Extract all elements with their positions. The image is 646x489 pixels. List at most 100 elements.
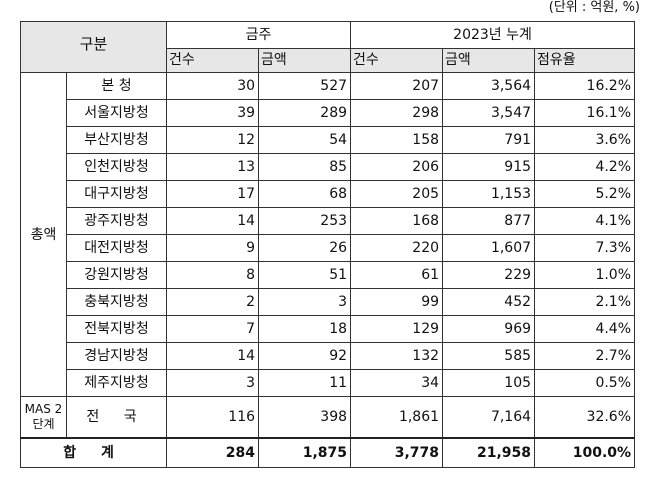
- cell-cum-amount: 585: [442, 342, 536, 370]
- cell-cum-amount: 229: [442, 261, 536, 289]
- cell-share: 4.1%: [534, 207, 636, 235]
- cell-cum-amount: 452: [442, 288, 536, 316]
- cell-week-count: 8: [166, 261, 260, 289]
- mas-cell-cum-amount: 7,164: [442, 396, 536, 439]
- cell-week-amount: 54: [258, 126, 352, 154]
- office-name: 부산지방청: [65, 126, 168, 154]
- cell-cum-count: 205: [350, 180, 444, 208]
- cell-cum-amount: 791: [442, 126, 536, 154]
- cell-share: 2.7%: [534, 342, 636, 370]
- cell-week-count: 39: [166, 99, 260, 127]
- mas-cell-cum-count: 1,861: [350, 396, 444, 439]
- table-row: 총액 본 청 30 527 207 3,564 16.2%: [20, 72, 636, 397]
- mas-cell-week-count: 116: [166, 396, 260, 439]
- table-row: 강원지방청 8 51 61 229 1.0%: [21, 261, 636, 289]
- cell-cum-count: 206: [350, 153, 444, 181]
- table-row: 전북지방청 7 18 129 969 4.4%: [21, 315, 636, 343]
- cell-cum-amount: 3,547: [442, 99, 536, 127]
- cell-cum-count: 61: [350, 261, 444, 289]
- group-label-mas: MAS 2단계: [20, 396, 67, 439]
- cell-week-amount: 253: [258, 207, 352, 235]
- cell-share: 0.5%: [534, 369, 636, 397]
- cell-share: 4.2%: [534, 153, 636, 181]
- cell-cum-count: 34: [350, 369, 444, 397]
- cell-week-count: 2: [166, 288, 260, 316]
- table-row: 광주지방청 14 253 168 877 4.1%: [21, 207, 636, 235]
- cell-cum-count: 168: [350, 207, 444, 235]
- office-name: 서울지방청: [65, 99, 168, 127]
- mas-cell-week-amount: 398: [258, 396, 352, 439]
- total-cell-cum-count: 3,778: [350, 437, 444, 468]
- cell-week-amount: 18: [258, 315, 352, 343]
- office-name: 경남지방청: [65, 342, 168, 370]
- cell-week-amount: 68: [258, 180, 352, 208]
- cell-share: 16.2%: [534, 72, 636, 100]
- cell-cum-amount: 3,564: [442, 72, 536, 100]
- table-row: 제주지방청 3 11 34 105 0.5%: [21, 369, 636, 397]
- cell-cum-count: 158: [350, 126, 444, 154]
- mas-name: 전 국: [65, 396, 168, 439]
- cell-cum-count: 220: [350, 234, 444, 262]
- unit-note: (단위 : 억원, %): [548, 0, 640, 15]
- cell-week-amount: 92: [258, 342, 352, 370]
- table-row: 대구지방청 17 68 205 1,153 5.2%: [21, 180, 636, 208]
- office-name: 본 청: [65, 72, 168, 100]
- cell-share: 16.1%: [534, 99, 636, 127]
- cell-share: 7.3%: [534, 234, 636, 262]
- week-amount-header: 금액: [258, 48, 352, 73]
- share-header: 점유율: [534, 48, 636, 73]
- cell-week-count: 9: [166, 234, 260, 262]
- table-row: 서울지방청 39 289 298 3,547 16.1%: [21, 99, 636, 127]
- table-row: 대전지방청 9 26 220 1,607 7.3%: [21, 234, 636, 262]
- office-name: 제주지방청: [65, 369, 168, 397]
- procurement-table: 구분 금주 2023년 누계 건수 금액 건수 금액 점유율 총액 본 청 30 52…: [19, 21, 636, 468]
- total-row: 합 계 284 1,875 3,778 21,958 100.0%: [19, 437, 636, 468]
- cell-cum-count: 207: [350, 72, 444, 100]
- cell-week-count: 30: [166, 72, 260, 100]
- cum-count-header: 건수: [350, 48, 444, 73]
- office-name: 대구지방청: [65, 180, 168, 208]
- cell-week-count: 7: [166, 315, 260, 343]
- table-row: 인천지방청 13 85 206 915 4.2%: [21, 153, 636, 181]
- table-row: 경남지방청 14 92 132 585 2.7%: [21, 342, 636, 370]
- total-cell-week-amount: 1,875: [258, 437, 352, 468]
- cell-cum-amount: 105: [442, 369, 536, 397]
- group-label-total-amount: 총액: [20, 72, 67, 397]
- cell-cum-amount: 1,607: [442, 234, 536, 262]
- cell-cum-count: 132: [350, 342, 444, 370]
- table-row: 충북지방청 2 3 99 452 2.1%: [21, 288, 636, 316]
- office-name: 인천지방청: [65, 153, 168, 181]
- mas-row: MAS 2단계 전 국 116 398 1,861 7,164 32.6%: [20, 396, 636, 439]
- cell-week-count: 14: [166, 342, 260, 370]
- cell-week-count: 13: [166, 153, 260, 181]
- cell-cum-count: 129: [350, 315, 444, 343]
- cell-week-amount: 51: [258, 261, 352, 289]
- cell-share: 2.1%: [534, 288, 636, 316]
- office-name: 충북지방청: [65, 288, 168, 316]
- cell-week-amount: 3: [258, 288, 352, 316]
- cell-week-amount: 11: [258, 369, 352, 397]
- week-group-header: 금주: [166, 21, 352, 49]
- cell-week-count: 12: [166, 126, 260, 154]
- cumulative-group-header: 2023년 누계: [350, 21, 636, 49]
- cell-cum-count: 298: [350, 99, 444, 127]
- cell-share: 5.2%: [534, 180, 636, 208]
- cell-week-amount: 289: [258, 99, 352, 127]
- cell-week-amount: 527: [258, 72, 352, 100]
- cell-cum-amount: 969: [442, 315, 536, 343]
- total-cell-share: 100.0%: [534, 437, 636, 468]
- cell-share: 4.4%: [534, 315, 636, 343]
- cell-week-count: 17: [166, 180, 260, 208]
- cum-amount-header: 금액: [442, 48, 536, 73]
- cell-share: 1.0%: [534, 261, 636, 289]
- cell-cum-count: 99: [350, 288, 444, 316]
- total-cell-week-count: 284: [166, 437, 260, 468]
- cell-cum-amount: 915: [442, 153, 536, 181]
- office-name: 광주지방청: [65, 207, 168, 235]
- cell-week-amount: 26: [258, 234, 352, 262]
- cell-share: 3.6%: [534, 126, 636, 154]
- table-row: 부산지방청 12 54 158 791 3.6%: [21, 126, 636, 154]
- cell-cum-amount: 1,153: [442, 180, 536, 208]
- week-count-header: 건수: [166, 48, 260, 73]
- mas-cell-share: 32.6%: [534, 396, 636, 439]
